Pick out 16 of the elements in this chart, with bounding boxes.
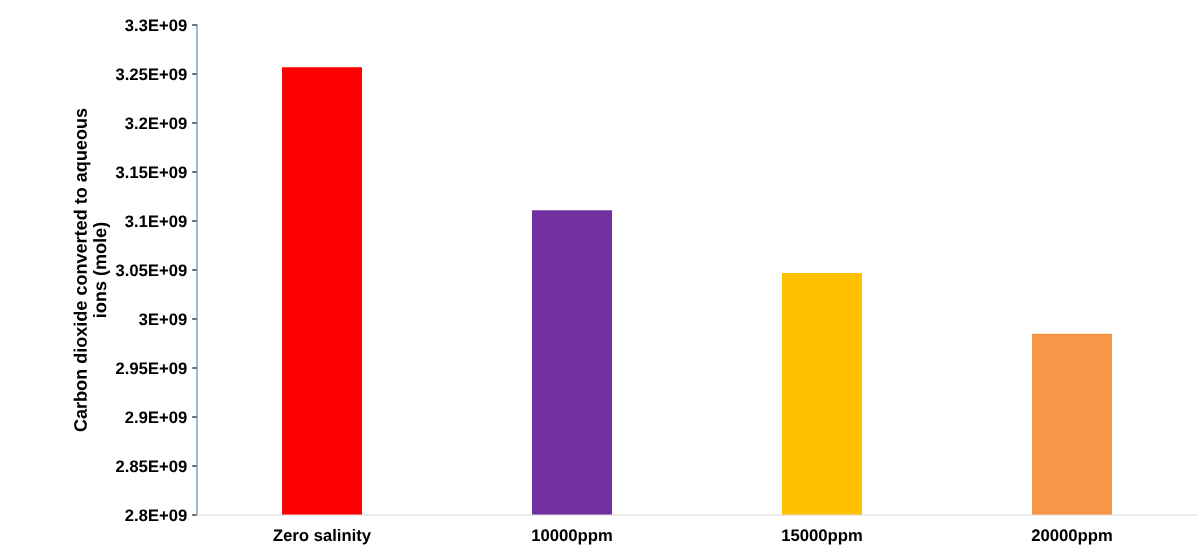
y-tick-label: 3.05E+09 xyxy=(115,264,187,277)
x-tick-label: 10000ppm xyxy=(532,529,612,545)
x-tick-label: 20000ppm xyxy=(1031,529,1112,545)
y-tick-label: 3.2E+09 xyxy=(125,117,187,130)
y-axis-title: Carbon dioxide converted to aqueous ions (mole) xyxy=(73,108,110,432)
y-tick-label: 3.25E+09 xyxy=(115,68,187,81)
y-tick-label: 3.3E+09 xyxy=(125,19,187,32)
y-tick-label: 3E+09 xyxy=(139,313,187,326)
x-tick-label: Zero salinity xyxy=(273,528,371,545)
y-tick-label: 2.8E+09 xyxy=(125,509,187,522)
y-tick-label: 3.1E+09 xyxy=(125,215,187,228)
y-tick-label: 2.85E+09 xyxy=(116,460,187,473)
x-tick-label: 15000ppm xyxy=(782,529,862,545)
y-tick-label: 3.15E+09 xyxy=(115,166,187,179)
y-tick-label: 2.9E+09 xyxy=(125,411,187,424)
y-tick-label: 2.95E+09 xyxy=(116,362,187,375)
